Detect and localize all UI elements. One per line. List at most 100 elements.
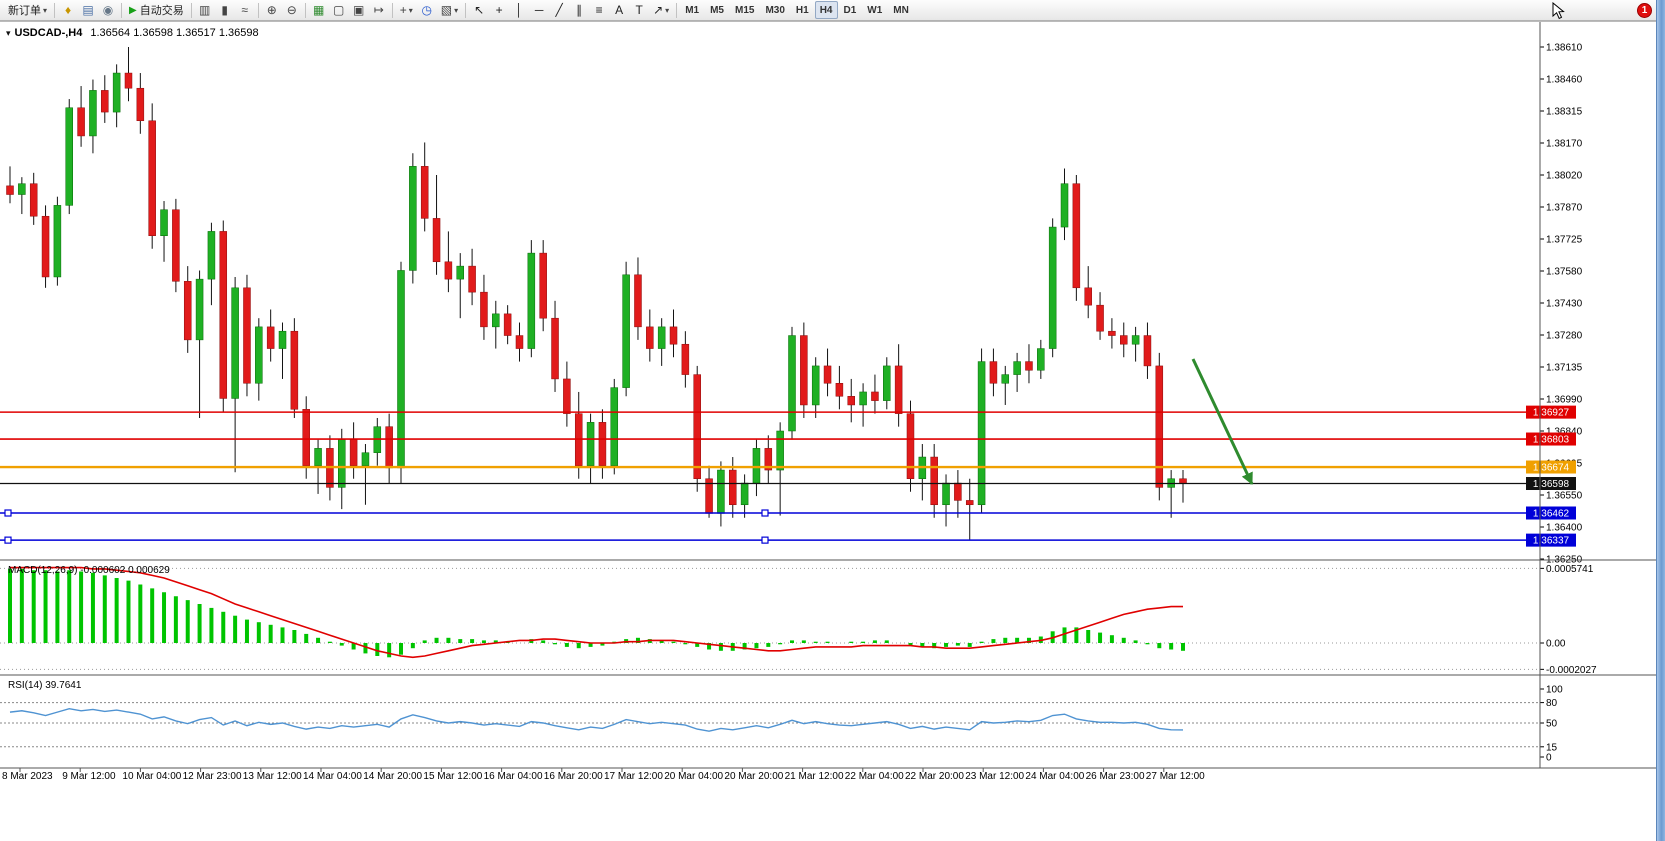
main-toolbar: 新订单 ▾ ♦ ▤ ◉ ▶ 自动交易 ▥ ▮ ≈ ⊕ ⊖ ▦ ▢ ▣ ↦ + ▾ ◷ ▧ ▾ ↖ + │ ─ ╱ ∥ ≡ A T…	[0, 0, 1665, 21]
line-price-tag	[1526, 533, 1576, 547]
line-handle[interactable]	[761, 509, 769, 517]
svg-text:1.36337: 1.36337	[1533, 536, 1570, 547]
tile-windows-icon[interactable]: ▦	[313, 3, 325, 17]
macd-signal-line	[10, 566, 1183, 659]
data-window-icon[interactable]: ▤	[82, 3, 94, 17]
panel-borders	[0, 21, 1665, 769]
zoom-in-icon[interactable]: ⊕	[266, 3, 277, 17]
svg-text:50: 50	[1546, 719, 1558, 730]
svg-text:1.38170: 1.38170	[1546, 139, 1583, 150]
timeframe-h4-button[interactable]: H4	[814, 1, 838, 19]
macd-histogram	[8, 568, 1185, 658]
svg-text:12 Mar 23:00: 12 Mar 23:00	[183, 771, 242, 782]
price-chart-svg[interactable]: 1.38610 1.38460 1.38315 1.38170 1.38020 1.378…	[0, 21, 1665, 811]
zoom-out-icon[interactable]: ⊖	[286, 3, 297, 17]
candlestick-chart-icon[interactable]: ▮	[221, 3, 229, 17]
market-watch-icon[interactable]: ♦	[64, 3, 72, 17]
svg-text:1.37870: 1.37870	[1546, 203, 1583, 214]
svg-text:1.36803: 1.36803	[1533, 435, 1570, 446]
svg-text:1.38460: 1.38460	[1546, 75, 1583, 86]
svg-text:1.36990: 1.36990	[1546, 395, 1583, 406]
svg-text:20 Mar 04:00: 20 Mar 04:00	[664, 771, 723, 782]
timeframe-h1-button[interactable]: H1	[795, 4, 809, 16]
navigator-icon[interactable]: ◉	[102, 3, 114, 17]
rsi-indicator-label: RSI(14) 39.7641	[8, 680, 82, 691]
svg-text:16 Mar 04:00: 16 Mar 04:00	[484, 771, 543, 782]
svg-text:1.37580: 1.37580	[1546, 267, 1583, 278]
cursor-icon[interactable]: ↖	[474, 3, 485, 17]
chart-menu-icon[interactable]: ▾	[6, 28, 11, 38]
play-icon: ▶	[129, 4, 137, 16]
svg-text:100: 100	[1546, 685, 1563, 696]
svg-text:1.36400: 1.36400	[1546, 523, 1583, 534]
timeframe-d1-button[interactable]: D1	[843, 4, 857, 16]
svg-text:1.36550: 1.36550	[1546, 491, 1583, 502]
line-price-tag	[1526, 460, 1576, 474]
line-handle[interactable]	[4, 509, 12, 517]
time-axis[interactable]: 8 Mar 2023 9 Mar 12:00 10 Mar 04:00 12 Mar …	[2, 768, 1205, 782]
svg-text:22 Mar 04:00: 22 Mar 04:00	[845, 771, 904, 782]
svg-text:17 Mar 12:00: 17 Mar 12:00	[604, 771, 663, 782]
bar-chart-icon[interactable]: ▥	[199, 3, 211, 17]
bid-price-tag	[1526, 477, 1576, 491]
timeframe-w1-button[interactable]: W1	[867, 4, 883, 16]
svg-text:1.36674: 1.36674	[1533, 463, 1570, 474]
timeframe-m1-button[interactable]: M1	[685, 4, 700, 16]
new-order-button[interactable]: 新订单 ▾	[4, 1, 51, 20]
timeframe-m5-button[interactable]: M5	[710, 4, 724, 16]
mouse-cursor-icon	[1552, 1, 1565, 25]
timeframe-m30-button[interactable]: M30	[765, 4, 785, 16]
toolbar-separator	[190, 2, 192, 18]
arrange-windows-icon[interactable]: ▣	[353, 3, 365, 17]
line-chart-icon[interactable]: ≈	[241, 3, 249, 17]
cascade-windows-icon[interactable]: ▢	[333, 3, 345, 17]
line-price-tag	[1526, 506, 1576, 520]
svg-text:-0.0002027: -0.0002027	[1546, 665, 1597, 676]
toolbar-separator	[257, 2, 259, 18]
chart-title: ▾ USDCAD-,H4 1.36564 1.36598 1.36517 1.365…	[6, 27, 259, 39]
svg-text:1.36927: 1.36927	[1533, 408, 1570, 419]
arrow-tools-icon[interactable]: ↗ ▾	[653, 3, 670, 17]
new-chart-icon[interactable]: + ▾	[399, 3, 413, 17]
crosshair-icon[interactable]: +	[495, 3, 503, 17]
template-icon[interactable]: ▧ ▾	[440, 3, 459, 17]
trend-arrow-annotation[interactable]	[1191, 358, 1254, 485]
svg-text:1.36598: 1.36598	[1533, 479, 1570, 490]
svg-text:10 Mar 04:00: 10 Mar 04:00	[122, 771, 181, 782]
horizontal-line-objects[interactable]: 1.36927 1.36803 1.36674 1.36598 1.36462 1.363…	[0, 405, 1576, 547]
svg-text:0: 0	[1546, 753, 1552, 764]
svg-text:20 Mar 20:00: 20 Mar 20:00	[724, 771, 783, 782]
timeframe-m15-button[interactable]: M15	[735, 4, 755, 16]
svg-text:1.36462: 1.36462	[1533, 509, 1570, 520]
line-price-tag	[1526, 432, 1576, 446]
svg-text:16 Mar 20:00: 16 Mar 20:00	[544, 771, 603, 782]
equidistant-channel-icon[interactable]: ∥	[576, 3, 583, 17]
chart-shift-icon[interactable]: ↦	[373, 3, 384, 17]
line-handle[interactable]	[761, 536, 769, 544]
svg-text:0.00: 0.00	[1546, 639, 1566, 650]
svg-text:1.38020: 1.38020	[1546, 171, 1583, 182]
svg-text:22 Mar 20:00: 22 Mar 20:00	[905, 771, 964, 782]
auto-trading-button[interactable]: ▶ 自动交易	[125, 1, 188, 20]
period-icon[interactable]: ◷	[421, 3, 432, 17]
horizontal-line-icon[interactable]: ─	[534, 3, 544, 17]
line-handle[interactable]	[4, 536, 12, 544]
toolbar-separator	[676, 2, 678, 18]
macd-indicator-label: MACD(12,26,9) -0.000602 0.000629	[8, 565, 170, 576]
notification-badge[interactable]: 1	[1637, 3, 1652, 18]
ohlc-values: 1.36564 1.36598 1.36517 1.36598	[90, 27, 259, 39]
svg-text:15: 15	[1546, 742, 1558, 753]
svg-text:14 Mar 04:00: 14 Mar 04:00	[303, 771, 362, 782]
text-icon[interactable]: A	[615, 3, 624, 17]
window-scrollbar[interactable]	[1656, 0, 1665, 841]
svg-text:26 Mar 23:00: 26 Mar 23:00	[1086, 771, 1145, 782]
fibonacci-icon[interactable]: ≡	[595, 3, 603, 17]
svg-text:23 Mar 12:00: 23 Mar 12:00	[965, 771, 1024, 782]
rsi-line	[9, 708, 1184, 732]
text-label-icon[interactable]: T	[635, 3, 643, 17]
svg-text:9 Mar 12:00: 9 Mar 12:00	[62, 771, 116, 782]
toolbar-separator	[465, 2, 467, 18]
timeframe-mn-button[interactable]: MN	[893, 4, 909, 16]
vertical-line-icon[interactable]: │	[515, 3, 523, 17]
trendline-icon[interactable]: ╱	[555, 3, 563, 17]
